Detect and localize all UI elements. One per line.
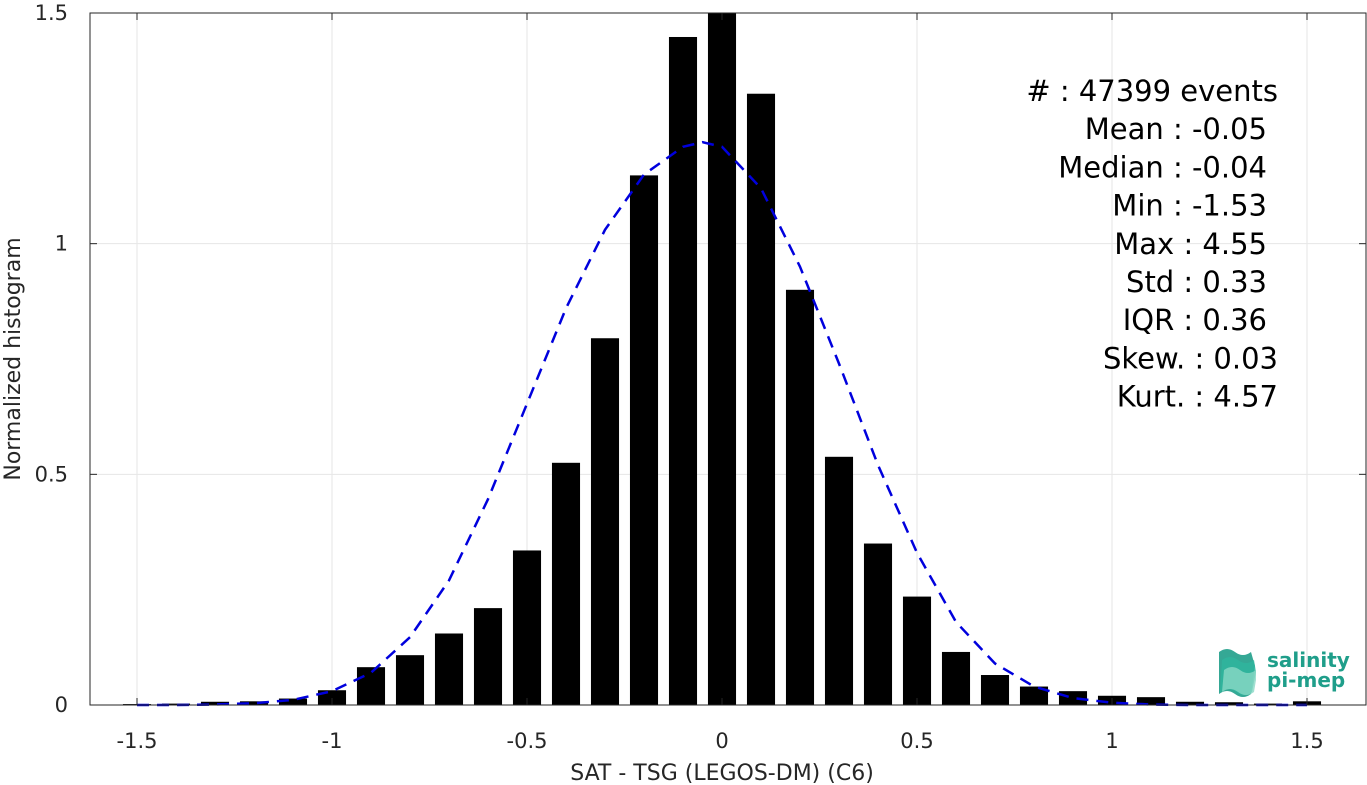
stat-line: Median : -0.04: [1058, 150, 1267, 184]
x-tick-label: -1: [322, 729, 343, 753]
x-tick-label: 1.5: [1290, 729, 1323, 753]
histogram-bar: [941, 651, 971, 705]
histogram-bar: [551, 462, 581, 705]
histogram-bar: [473, 608, 503, 705]
stat-line: Kurt. : 4.57: [1117, 380, 1278, 414]
histogram-bar: [200, 701, 230, 705]
histogram-bar: [434, 633, 464, 705]
histogram-bar: [1058, 691, 1088, 705]
stat-line: Std : 0.33: [1126, 265, 1267, 299]
histogram-bar: [278, 698, 308, 705]
stat-line: IQR : 0.36: [1123, 303, 1267, 337]
normal-fit-curve: [137, 140, 1307, 707]
plot-frame: [89, 12, 1367, 706]
histogram-bar: [707, 13, 737, 705]
histogram-bar: [629, 175, 659, 705]
histogram-bar: [785, 289, 815, 705]
stat-line: Min : -1.53: [1112, 189, 1267, 223]
histogram-bar: [1214, 702, 1244, 705]
y-tick-label: 1: [55, 232, 68, 256]
histogram-bar: [356, 667, 386, 705]
x-tick-label: 0.5: [900, 729, 933, 753]
x-tick-label: -0.5: [507, 729, 548, 753]
wave-icon: [1219, 649, 1256, 697]
stat-line: # : 47399 events: [1026, 74, 1278, 108]
x-tick-label: 1: [1105, 729, 1118, 753]
histogram-bar: [1136, 697, 1166, 705]
histogram-bar: [239, 701, 269, 705]
stat-line: Skew. : 0.03: [1103, 341, 1278, 375]
x-tick-label: -1.5: [117, 729, 158, 753]
y-tick-label: 0.5: [35, 462, 68, 486]
y-axis-label: Normalized histogram: [1, 237, 26, 480]
x-axis-ticks: -1.5 -1 -0.5 0 0.5 1 1.5: [117, 13, 1324, 753]
histogram-bar: [1175, 701, 1205, 705]
histogram-bar: [668, 36, 698, 706]
x-axis-label: SAT - TSG (LEGOS-DM) (C6): [570, 761, 874, 785]
y-tick-label: 1.5: [35, 1, 68, 25]
histogram-bars: [122, 13, 1322, 706]
histogram-bar: [863, 543, 893, 705]
histogram-bar: [980, 675, 1010, 705]
stat-line: Mean : -0.05: [1085, 112, 1267, 146]
histogram-bar: [746, 93, 776, 705]
histogram-bar: [395, 655, 425, 705]
logo-line2: pi-mep: [1267, 668, 1345, 692]
histogram-bar: [590, 338, 620, 705]
x-tick-label: 0: [715, 729, 728, 753]
statistics-box: # : 47399 events Mean : -0.05 Median : -0.…: [1026, 74, 1278, 414]
stat-line: Max : 4.55: [1114, 227, 1267, 261]
histogram-bar: [902, 596, 932, 705]
y-axis-ticks: 0 0.5 1 1.5: [35, 1, 1366, 717]
salinity-pi-mep-logo: salinity pi-mep: [1219, 648, 1350, 697]
histogram-bar: [1019, 686, 1049, 705]
histogram-bar: [512, 550, 542, 705]
histogram-bar: [161, 703, 191, 705]
histogram-bar: [824, 456, 854, 705]
y-tick-label: 0: [55, 693, 68, 717]
logo-line1: salinity: [1267, 648, 1350, 672]
